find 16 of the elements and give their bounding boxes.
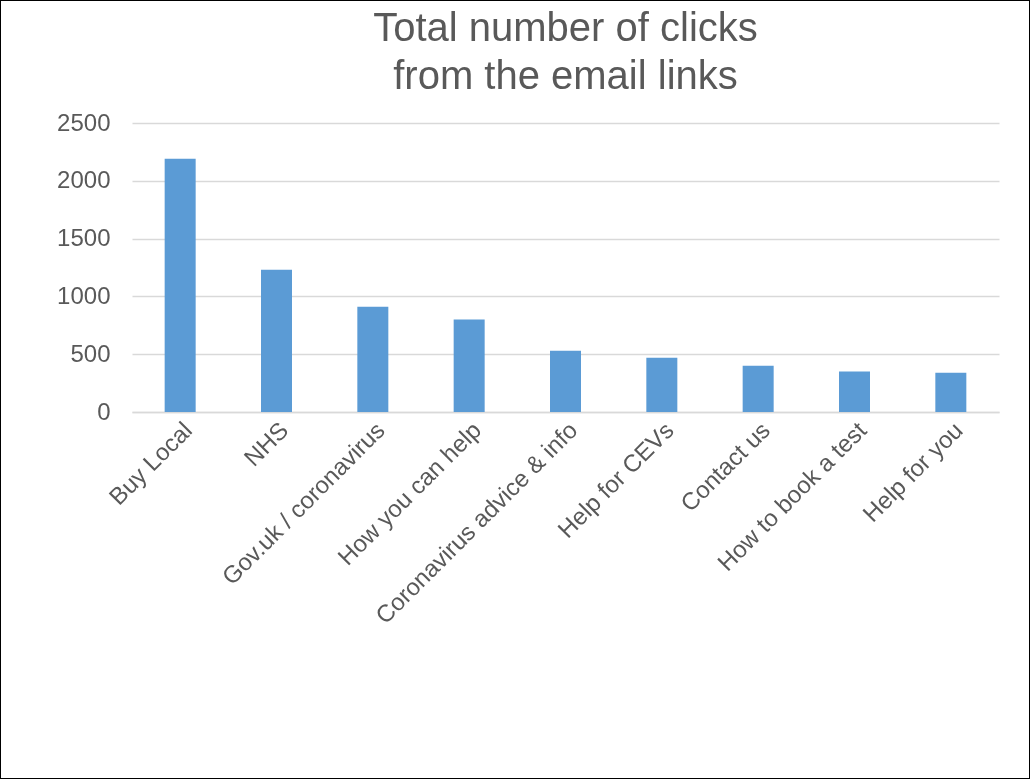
bar bbox=[261, 269, 292, 412]
bar bbox=[935, 372, 967, 412]
y-tick-label: 2000 bbox=[57, 166, 111, 194]
y-tick-label: 1000 bbox=[57, 281, 111, 309]
bar bbox=[357, 306, 389, 412]
y-tick-label: 0 bbox=[97, 397, 111, 425]
y-tick-label: 2500 bbox=[57, 108, 111, 136]
y-tick-label: 1500 bbox=[57, 224, 111, 252]
bar bbox=[164, 158, 196, 412]
y-tick-label: 500 bbox=[70, 339, 111, 367]
bar bbox=[453, 319, 485, 412]
bar bbox=[646, 357, 678, 412]
bar bbox=[550, 350, 581, 412]
chart-title: Total number of clicks from the email links bbox=[373, 5, 758, 97]
bar bbox=[839, 371, 870, 412]
bar bbox=[742, 365, 774, 412]
